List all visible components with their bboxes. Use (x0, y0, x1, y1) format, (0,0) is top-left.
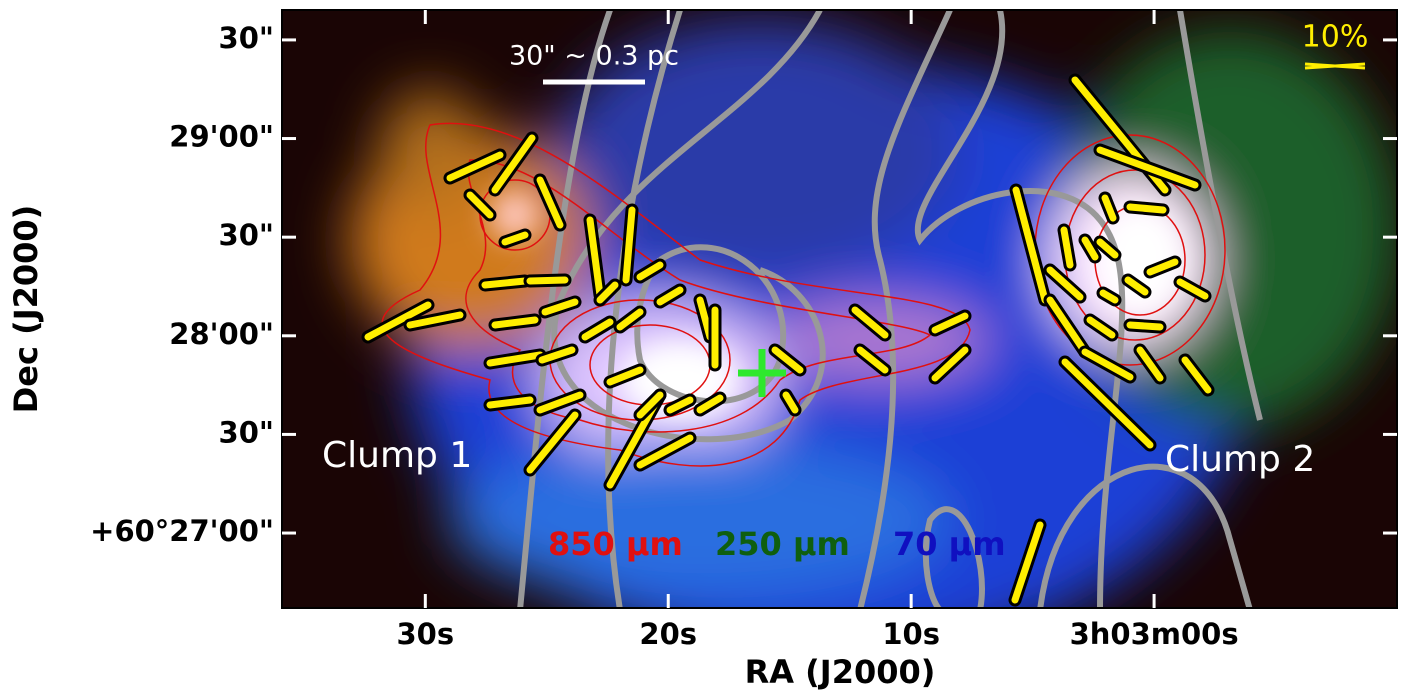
vector (486, 351, 544, 367)
vector (526, 276, 569, 285)
vector (636, 391, 664, 419)
vector (1060, 226, 1074, 269)
vector (771, 346, 804, 374)
vector (1011, 521, 1044, 604)
clump-label: Clump 1 (322, 435, 472, 476)
vector (541, 298, 579, 316)
vector (536, 176, 564, 229)
vector (606, 366, 644, 386)
y-tick-label: 30" (219, 415, 274, 449)
center-cross (738, 349, 786, 397)
x-tick-label: 3h03m00s (1070, 617, 1239, 651)
vector (1086, 316, 1116, 339)
vector-scale-bar (1304, 62, 1366, 70)
vector (486, 396, 534, 409)
band-label: 70 μm (893, 525, 1006, 563)
scale-bar-label: 30" ~ 0.3 pc (509, 41, 679, 72)
y-tick-label: 30" (219, 218, 274, 252)
vector-scale-label: 10% (1302, 20, 1369, 55)
vector (931, 312, 969, 334)
vector (501, 231, 529, 246)
y-tick-label: 30" (219, 21, 274, 55)
vector (1096, 238, 1119, 259)
vector (1126, 203, 1167, 214)
vector (364, 301, 432, 341)
plot-frame (281, 9, 1398, 609)
x-tick-label: 10s (882, 617, 940, 651)
vector (1061, 358, 1154, 449)
sky-image (282, 10, 1397, 608)
band-label: 850 μm (548, 525, 683, 563)
vector (536, 391, 584, 414)
vector (1136, 346, 1164, 382)
clump-label: Clump 2 (1165, 439, 1315, 480)
vector (538, 346, 576, 364)
vector (1181, 356, 1212, 394)
vector (491, 134, 536, 194)
vector (696, 296, 714, 341)
vector (596, 281, 619, 304)
vector (1146, 258, 1179, 276)
vector (666, 396, 694, 414)
vector (1176, 278, 1209, 300)
vector (586, 216, 604, 299)
vector (1012, 186, 1049, 304)
vector (616, 308, 644, 331)
vector (636, 434, 694, 469)
vector (1124, 276, 1149, 296)
vector (581, 318, 614, 341)
y-tick-label: 28'00" (169, 317, 274, 351)
vector (696, 394, 724, 414)
vector (1096, 146, 1199, 189)
vector (1081, 348, 1134, 381)
vector (1046, 296, 1089, 356)
grey-contours (517, 10, 1263, 608)
vector (782, 391, 799, 414)
vector (526, 411, 579, 474)
polarization-vectors (361, 73, 1215, 607)
vector (656, 286, 684, 306)
vector (1099, 289, 1119, 304)
vector (1126, 321, 1164, 331)
vector (406, 311, 464, 329)
y-tick-label: 29'00" (169, 120, 274, 154)
vector (851, 306, 889, 339)
vector (1081, 236, 1099, 261)
vector (931, 346, 969, 382)
vector (481, 277, 529, 289)
vector (622, 206, 636, 284)
vector (1101, 194, 1117, 222)
x-axis-label: RA (J2000) (745, 653, 936, 691)
vector (491, 316, 539, 329)
vector (446, 151, 504, 182)
band-label: 250 μm (715, 525, 850, 563)
vector (1046, 266, 1084, 301)
x-tick-label: 30s (397, 617, 455, 651)
x-tick-label: 20s (639, 617, 697, 651)
vector (466, 191, 494, 219)
vector (636, 261, 664, 281)
y-tick-label: +60°27'00" (90, 514, 274, 548)
y-axis-label: Dec (J2000) (7, 205, 45, 414)
vector (856, 346, 889, 374)
